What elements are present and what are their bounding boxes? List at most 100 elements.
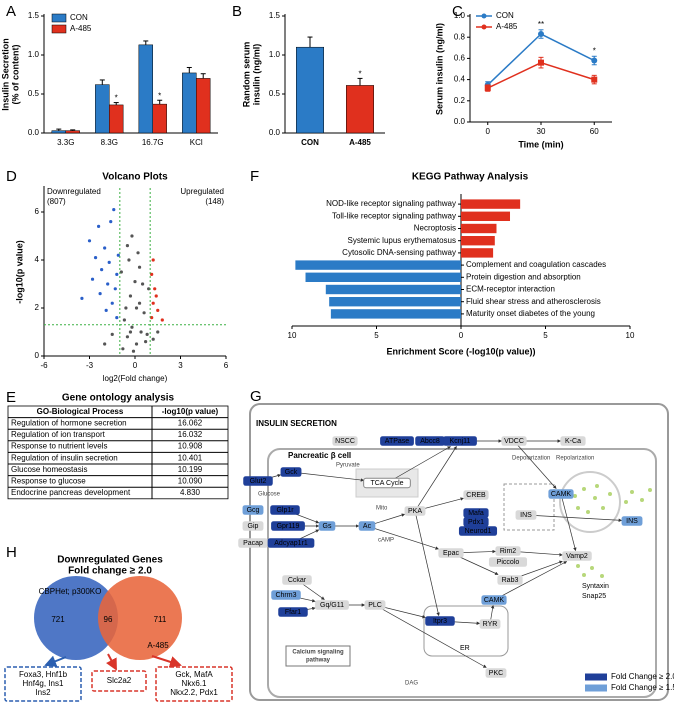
point	[115, 316, 119, 320]
point	[112, 208, 116, 212]
x-tick-label: CON	[301, 138, 319, 147]
pathway-edge	[414, 446, 457, 512]
y-tick-label: 4	[35, 255, 40, 264]
gene-list: Gck, MafA	[175, 670, 213, 679]
table-cell: Regulation of hormone secretion	[11, 419, 127, 428]
pathway-text: Pyruvate	[336, 463, 360, 469]
gene-node	[458, 526, 498, 536]
y-tick-label: 0.5	[269, 89, 281, 98]
legend-swatch	[51, 13, 67, 23]
point	[137, 301, 142, 305]
cell-label: Pancreatic β cell	[288, 451, 351, 460]
gene-list: Ins2	[35, 688, 51, 697]
granule-dot	[608, 492, 612, 496]
point	[151, 258, 155, 262]
point	[139, 330, 143, 334]
gene-node-label: Rim2	[500, 548, 516, 555]
gene-node	[515, 510, 537, 520]
granule-dot	[586, 510, 590, 514]
table-cell: Regulation of insulin secretion	[11, 453, 118, 462]
granule-dot	[573, 494, 577, 498]
table-cell: 16.032	[178, 430, 203, 439]
calcium-box	[285, 645, 351, 667]
point	[106, 282, 110, 286]
venn-title: Downregulated Genes	[57, 555, 163, 566]
table-cell: Glucose homeostasis	[11, 465, 87, 474]
category-label: NOD-like receptor signaling pathway	[326, 199, 456, 208]
legend-label: A-485	[496, 22, 518, 31]
gene-node	[404, 506, 426, 516]
table-cell: 4.830	[180, 488, 201, 497]
point	[110, 301, 114, 305]
point	[124, 306, 128, 310]
point	[125, 335, 130, 339]
granule-dot	[590, 566, 594, 570]
legend-label: CON	[496, 11, 514, 20]
pathway-edge	[386, 446, 451, 484]
table-title: Gene ontology analysis	[62, 393, 175, 404]
gene-node-label: ATPase	[385, 438, 409, 445]
legend-label: CON	[70, 13, 88, 22]
point	[151, 337, 155, 341]
granule-dot	[601, 506, 605, 510]
bar	[51, 130, 67, 134]
pathway-text: Mito	[376, 506, 388, 512]
gene-node	[332, 436, 358, 446]
pathway-edge	[513, 440, 557, 489]
gene-node-label: Gcg	[247, 507, 260, 514]
point	[484, 85, 491, 92]
point	[591, 57, 598, 64]
gene-node-label: NSCC	[335, 438, 355, 445]
gene-node	[548, 489, 574, 499]
gene-node	[560, 436, 586, 446]
panel-label: H	[6, 544, 17, 561]
venn-set-name: CBPHet; p300KO	[39, 587, 102, 596]
granule-dot	[593, 496, 597, 500]
bar	[461, 199, 521, 209]
pathway-edge	[366, 525, 439, 550]
gene-node-label: Epac	[443, 550, 459, 557]
gene-node	[363, 477, 411, 489]
gene-node-label: Gq/G11	[320, 602, 344, 609]
point	[160, 318, 164, 322]
gene-node	[479, 619, 501, 629]
venn-count: 96	[104, 615, 113, 624]
category-label: Maturity onset diabetes of the young	[466, 309, 595, 318]
bar	[196, 78, 211, 134]
bar	[152, 103, 167, 134]
venn-subtitle: Fold change ≥ 2.0	[68, 566, 152, 577]
point	[80, 296, 84, 300]
bar	[182, 72, 197, 134]
gene-node	[562, 551, 592, 561]
gene-node	[270, 505, 300, 515]
point	[150, 272, 154, 276]
panel-label: C	[452, 3, 463, 20]
pathway-edge	[525, 514, 623, 522]
granule-dot	[624, 500, 628, 504]
point	[90, 277, 95, 281]
bar	[330, 309, 461, 319]
venn-set-name: A-485	[147, 641, 169, 650]
point	[100, 268, 104, 272]
x-tick-label: 3	[178, 361, 183, 370]
gene-node-label: Cckar	[288, 577, 307, 584]
gene-node	[315, 600, 349, 610]
significance: *	[115, 94, 118, 103]
gene-node	[425, 616, 455, 626]
point	[134, 306, 139, 310]
y-axis-label: Random serum	[241, 42, 251, 108]
venn-arrow	[106, 653, 117, 671]
table-cell: Endocrine pancreas development	[11, 488, 131, 497]
venn-set	[34, 576, 118, 660]
point	[130, 325, 134, 329]
gene-node-label: Ffar1	[285, 609, 301, 616]
pathway-edge	[374, 604, 487, 668]
point	[136, 251, 140, 255]
x-tick-label: 0	[486, 127, 491, 136]
gene-node-label: Gpr119	[277, 523, 300, 530]
gene-node-label: Chrm3	[275, 592, 296, 599]
y-axis-label: insulin (ng/ml)	[251, 44, 261, 106]
y-tick-label: 1.0	[454, 11, 466, 20]
gene-node-label: Glut2	[250, 478, 267, 485]
